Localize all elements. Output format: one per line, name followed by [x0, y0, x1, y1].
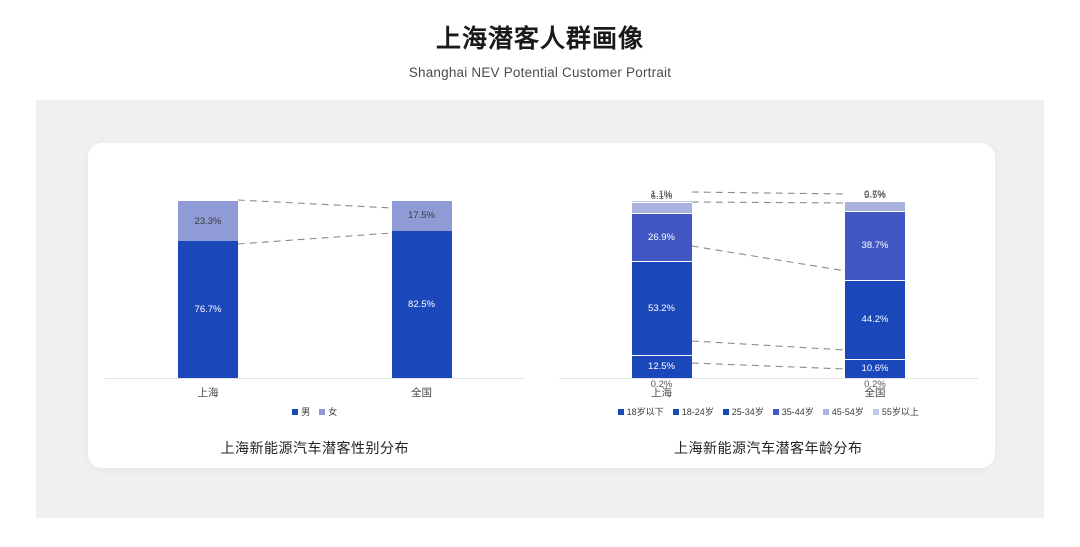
legend-item-under-18[interactable]: 18岁以下 — [617, 405, 664, 418]
segment-label: 0.2% — [650, 378, 673, 390]
segment-female: 23.3% — [178, 200, 238, 242]
segment-label: 10.6% — [861, 362, 889, 374]
segment-45-54: 5.5% — [845, 191, 905, 212]
segment-label: 38.7% — [861, 240, 889, 252]
chart-age-caption: 上海新能源汽车潜客年龄分布 — [674, 440, 863, 456]
segment-25-34: 53.2% — [631, 260, 692, 356]
segment-label: 17.5% — [408, 210, 435, 222]
legend-item-45-54[interactable]: 45-54岁 — [822, 405, 864, 418]
page-subtitle: Shanghai NEV Potential Customer Portrait — [408, 64, 672, 80]
segment-35-44: 38.7% — [845, 211, 905, 281]
chart-gender: 76.7% 23.3% 82.5% 17.5% 上海 全国 — [88, 143, 542, 468]
legend-label: 35-44岁 — [781, 407, 814, 417]
chart-age-legend: 18岁以下 18-24岁 25-34岁 35-44岁 45-54岁 55岁以上 — [542, 405, 996, 418]
segment-label: 1.1% — [650, 189, 673, 201]
legend-item-25-34[interactable]: 25-34岁 — [722, 405, 764, 418]
segment-label: 53.2% — [648, 302, 675, 314]
segment-label: 5.5% — [864, 190, 886, 202]
segment-label: 0.2% — [864, 378, 886, 390]
chart-gender-caption: 上海新能源汽车潜客性别分布 — [220, 440, 409, 456]
x-axis-line — [558, 378, 978, 379]
segment-45-54: 6.1% — [631, 192, 692, 213]
segment-label: 6.1% — [650, 191, 673, 202]
bar-age-national: 0.2% 10.6% 44.2% 38.7% 5.5% 0.7% — [845, 190, 905, 389]
chart-gender-connectors — [237, 199, 392, 245]
segment-25-34: 44.2% — [845, 280, 905, 359]
legend-swatch-icon — [872, 408, 879, 415]
page-header: 上海潜客人群画像 Shanghai NEV Potential Customer… — [0, 0, 1080, 80]
legend-label: 18-24岁 — [681, 407, 714, 417]
legend-swatch-icon — [722, 408, 729, 415]
legend-label: 18岁以下 — [626, 407, 664, 417]
bar-gender-shanghai: 76.7% 23.3% — [178, 200, 238, 378]
x-axis-line — [105, 378, 525, 379]
chart-age-connectors — [691, 191, 846, 370]
x-tick-label: 上海 — [651, 387, 672, 399]
legend-swatch-icon — [617, 408, 624, 415]
segment-over-55: 0.7% — [845, 190, 905, 202]
segment-label: 26.9% — [648, 231, 675, 243]
segment-over-55: 1.1% — [631, 190, 692, 202]
bar-gender-national: 82.5% 17.5% — [391, 200, 452, 378]
legend-swatch-icon — [292, 408, 299, 415]
legend-swatch-icon — [822, 408, 829, 415]
legend-swatch-icon — [319, 408, 326, 415]
legend-label: 男 — [301, 407, 311, 417]
chart-age-plot: 0.2% 12.5% 53.2% 26.9% 6.1% 1.1% — [542, 189, 996, 389]
segment-female: 17.5% — [391, 200, 452, 232]
segment-18-24: 12.5% — [631, 355, 692, 378]
charts-card — [88, 143, 995, 468]
page-title: 上海潜客人群画像 — [435, 25, 644, 53]
legend-swatch-icon — [772, 408, 779, 415]
chart-gender-legend: 男 女 — [88, 405, 542, 418]
bar-age-shanghai: 0.2% 12.5% 53.2% 26.9% 6.1% 1.1% — [631, 190, 692, 389]
legend-item-35-44[interactable]: 35-44岁 — [772, 405, 814, 418]
legend-label: 25-34岁 — [731, 407, 764, 417]
x-tick-label: 上海 — [197, 387, 219, 399]
x-tick-label: 全国 — [411, 387, 432, 399]
chart-gender-plot: 76.7% 23.3% 82.5% 17.5% — [88, 189, 542, 379]
legend-label: 55岁以上 — [881, 407, 919, 417]
segment-label: 12.5% — [648, 361, 675, 373]
segment-male: 76.7% — [178, 241, 238, 378]
legend-item-over-55[interactable]: 55岁以上 — [872, 405, 919, 418]
segment-18-24: 10.6% — [845, 358, 905, 378]
segment-35-44: 26.9% — [631, 212, 692, 261]
segment-label: 23.3% — [194, 215, 222, 227]
segment-label: 76.7% — [194, 303, 222, 315]
segment-label: 0.7% — [864, 189, 886, 201]
chart-gender-ticks: 上海 全国 — [88, 385, 542, 399]
legend-swatch-icon — [672, 408, 679, 415]
segment-label: 82.5% — [408, 298, 435, 310]
segment-male: 82.5% — [391, 231, 452, 378]
chart-age: 0.2% 12.5% 53.2% 26.9% 6.1% 1.1% — [542, 143, 996, 468]
legend-label: 45-54岁 — [831, 407, 864, 417]
segment-label: 44.2% — [861, 314, 889, 326]
charts-row: 76.7% 23.3% 82.5% 17.5% 上海 全国 — [88, 143, 995, 468]
legend-label: 女 — [328, 407, 338, 417]
legend-item-male[interactable]: 男 — [292, 405, 310, 418]
x-tick-label: 全国 — [864, 387, 886, 399]
chart-age-ticks: 上海 全国 — [542, 385, 996, 399]
legend-item-18-24[interactable]: 18-24岁 — [672, 405, 714, 418]
legend-item-female[interactable]: 女 — [319, 405, 337, 418]
